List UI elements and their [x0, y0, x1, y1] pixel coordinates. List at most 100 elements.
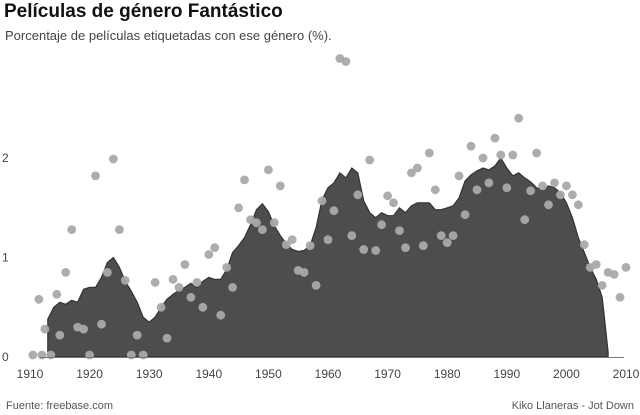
- scatter-point: [526, 186, 535, 196]
- scatter-point: [591, 260, 601, 269]
- x-tick-label: 1940: [195, 367, 222, 381]
- scatter-point: [198, 302, 208, 312]
- scatter-point: [365, 155, 375, 165]
- scatter-point: [472, 185, 482, 195]
- scatter-point: [85, 350, 94, 360]
- scatter-point: [228, 283, 238, 292]
- scatter-point: [34, 294, 44, 304]
- scatter-point: [538, 181, 547, 191]
- scatter-point: [168, 275, 178, 284]
- y-tick-label: 0: [2, 350, 9, 364]
- scatter-point: [186, 292, 196, 302]
- scatter-point: [138, 350, 148, 360]
- scatter-point: [174, 283, 184, 292]
- scatter-point: [281, 240, 291, 250]
- x-tick-label: 2010: [613, 367, 640, 381]
- y-tick-label: 1: [2, 251, 9, 265]
- scatter-point: [562, 181, 571, 191]
- scatter-point: [269, 218, 279, 228]
- scatter-point: [126, 350, 136, 360]
- scatter-point: [448, 231, 458, 241]
- scatter-point: [216, 310, 226, 320]
- scatter-point: [407, 168, 416, 178]
- scatter-point: [347, 231, 357, 241]
- scatter-point: [579, 240, 589, 250]
- x-tick-label: 1930: [136, 367, 163, 381]
- x-tick-label: 2000: [553, 367, 580, 381]
- scatter-point: [91, 171, 100, 181]
- scatter-point: [61, 268, 71, 277]
- scatter-point: [46, 350, 56, 360]
- scatter-point: [389, 198, 398, 208]
- scatter-point: [550, 178, 559, 188]
- scatter-point: [329, 206, 339, 216]
- scatter-point: [28, 350, 38, 360]
- scatter-point: [490, 133, 500, 143]
- x-tick-label: 1980: [434, 367, 461, 381]
- scatter-point: [514, 113, 524, 123]
- scatter-point: [311, 281, 321, 290]
- scatter-point: [103, 268, 112, 277]
- scatter-point: [573, 200, 583, 210]
- credit-note: Kiko Llaneras - Jot Down: [511, 400, 634, 412]
- scatter-point: [460, 210, 470, 220]
- area-series-layer: [47, 156, 609, 358]
- scatter-point: [359, 245, 369, 254]
- scatter-point: [234, 203, 244, 213]
- scatter-point: [162, 333, 172, 343]
- chart-title: Películas de género Fantástico: [4, 1, 283, 22]
- scatter-point: [544, 200, 553, 210]
- scatter-point: [37, 350, 47, 360]
- scatter-point: [401, 243, 410, 253]
- scatter-point: [67, 225, 77, 235]
- x-tick-label: 1910: [17, 367, 44, 381]
- scatter-point: [556, 190, 565, 200]
- scatter-point: [371, 246, 381, 255]
- scatter-point: [568, 190, 577, 200]
- scatter-point: [353, 190, 363, 200]
- scatter-point: [323, 235, 333, 245]
- scatter-point: [466, 141, 476, 151]
- scatter-point: [478, 153, 488, 163]
- scatter-point: [55, 330, 65, 340]
- scatter-point: [496, 150, 506, 160]
- x-tick-label: 1950: [255, 367, 282, 381]
- scatter-point: [305, 241, 315, 251]
- scatter-point: [430, 185, 440, 195]
- x-tick-label: 1920: [76, 367, 103, 381]
- scatter-point: [424, 148, 434, 158]
- scatter-point: [436, 231, 446, 241]
- scatter-point: [264, 165, 273, 175]
- scatter-point: [508, 150, 518, 160]
- scatter-point: [97, 319, 106, 329]
- source-note: Fuente: freebase.com: [6, 400, 114, 412]
- y-tick-label: 2: [2, 151, 9, 165]
- scatter-point: [240, 175, 249, 185]
- scatter-point: [520, 215, 530, 225]
- scatter-point: [317, 196, 327, 206]
- scatter-point: [156, 302, 166, 312]
- scatter-point: [40, 324, 50, 334]
- scatter-point: [341, 57, 351, 66]
- scatter-point: [597, 281, 607, 290]
- scatter-point: [210, 243, 220, 253]
- x-tick-label: 1990: [493, 367, 520, 381]
- scatter-point: [109, 154, 118, 164]
- scatter-point: [609, 270, 619, 279]
- scatter-point: [204, 250, 214, 259]
- scatter-point: [275, 181, 285, 191]
- scatter-point: [532, 148, 541, 158]
- scatter-point: [192, 278, 202, 287]
- scatter-point: [383, 191, 392, 201]
- area-series: [47, 156, 609, 358]
- chart-subtitle: Porcentaje de películas etiquetadas con …: [5, 28, 332, 43]
- scatter-point: [413, 163, 422, 173]
- scatter-point: [132, 330, 142, 340]
- scatter-point: [52, 289, 62, 299]
- scatter-point: [418, 241, 428, 251]
- axes-layer: 1910 1920 1930 1940 1950 1960 1970 1980 1990 2000…: [2, 151, 640, 381]
- scatter-point: [258, 225, 267, 235]
- x-tick-label: 1960: [315, 367, 342, 381]
- scatter-point: [115, 225, 124, 235]
